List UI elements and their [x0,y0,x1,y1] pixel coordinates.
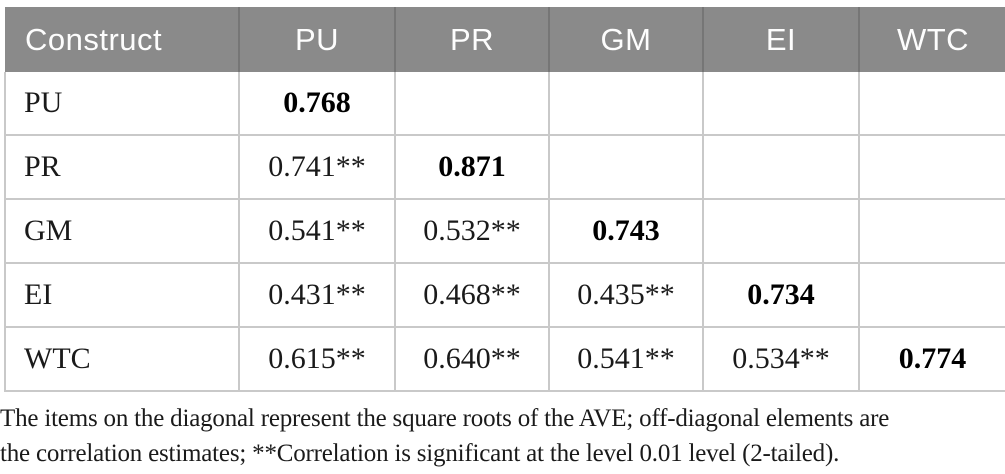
table-cell: 0.534** [702,326,860,392]
table-cell [702,72,860,136]
table-cell [858,262,1005,328]
header-row: Construct PU PR GM EI WTC [5,7,1005,72]
table-footnote: The items on the diagonal represent the … [0,401,1005,471]
table-cell [858,198,1005,264]
table-cell [394,72,550,136]
row-label: PU [4,72,240,136]
table-cell: 0.743 [548,198,704,264]
correlation-matrix-table: Construct PU PR GM EI WTC PU 0.768 PR 0.… [4,7,1005,392]
table-cell: 0.541** [548,326,704,392]
table-cell [858,134,1005,200]
column-header-ei: EI [702,7,859,72]
table-cell [548,134,704,200]
row-label: GM [4,198,240,264]
table-row-gm: GM 0.541** 0.532** 0.743 [4,198,1005,264]
table-cell: 0.741** [238,134,396,200]
column-header-construct: Construct [5,7,239,72]
correlation-table-page: Construct PU PR GM EI WTC PU 0.768 PR 0.… [0,7,1005,474]
row-label: WTC [4,326,240,392]
table-cell [702,198,860,264]
table-cell: 0.640** [394,326,550,392]
table-cell: 0.774 [858,326,1005,392]
table-cell: 0.734 [702,262,860,328]
table-cell: 0.468** [394,262,550,328]
table-cell: 0.541** [238,198,396,264]
column-header-gm: GM [548,7,703,72]
table-row-pu: PU 0.768 [4,72,1005,136]
table-cell: 0.435** [548,262,704,328]
table-row-wtc: WTC 0.615** 0.640** 0.541** 0.534** 0.77… [4,326,1005,392]
table-cell: 0.431** [238,262,396,328]
column-header-pr: PR [394,7,549,72]
column-header-pu: PU [238,7,395,72]
table-row-ei: EI 0.431** 0.468** 0.435** 0.734 [4,262,1005,328]
row-label: EI [4,262,240,328]
table-cell: 0.768 [238,72,396,136]
footnote-line-2: the correlation estimates; **Correlation… [0,440,840,467]
table-cell [548,72,704,136]
table-cell: 0.532** [394,198,550,264]
table-cell: 0.871 [394,134,550,200]
row-label: PR [4,134,240,200]
column-header-wtc: WTC [858,7,1005,72]
table-cell: 0.615** [238,326,396,392]
table-cell [702,134,860,200]
footnote-line-1: The items on the diagonal represent the … [0,405,890,432]
table-cell [858,72,1005,136]
table-row-pr: PR 0.741** 0.871 [4,134,1005,200]
